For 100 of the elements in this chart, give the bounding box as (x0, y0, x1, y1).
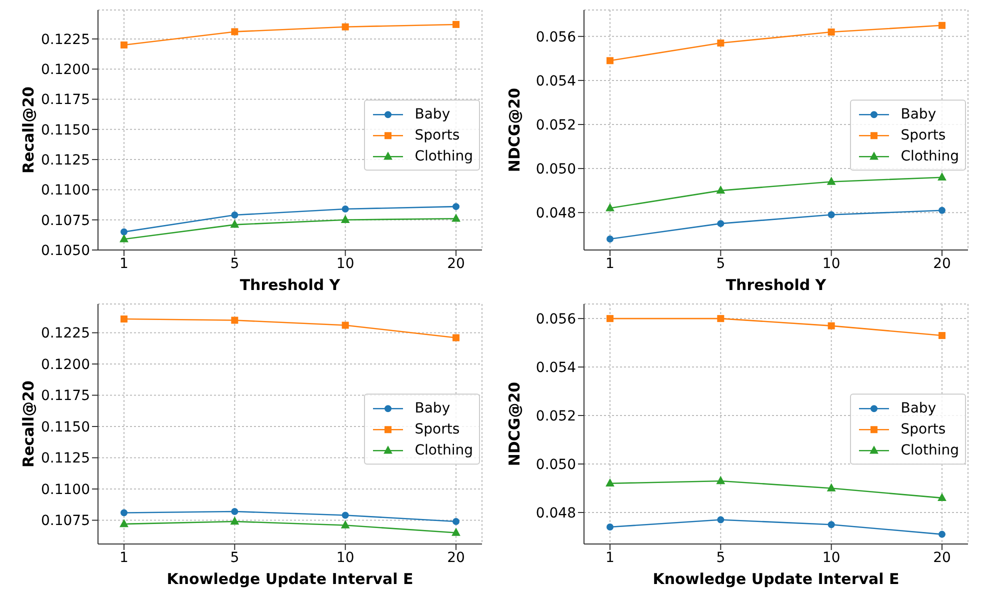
point (231, 508, 238, 515)
x-axis-title: Knowledge Update Interval E (166, 570, 414, 588)
x-tick-label: 1 (120, 256, 128, 272)
y-tick-label: 0.1100 (41, 482, 90, 498)
y-tick-label: 0.056 (536, 312, 576, 328)
y-tick-label: 0.1225 (41, 326, 90, 342)
x-tick-label: 5 (716, 550, 726, 566)
point (452, 20, 460, 28)
point (452, 518, 460, 525)
x-tick-label: 10 (822, 256, 840, 272)
legend-label: Clothing (900, 148, 959, 164)
point (342, 322, 349, 329)
point (717, 220, 724, 228)
point (606, 478, 614, 486)
y-tick-label: 0.1175 (41, 92, 90, 108)
point (230, 220, 239, 228)
point (341, 520, 350, 528)
x-tick-label: 5 (716, 256, 726, 272)
point (342, 205, 349, 212)
point (828, 322, 835, 330)
point (938, 206, 946, 214)
y-axis-title: Recall@20 (19, 86, 38, 174)
point (342, 23, 349, 30)
point (606, 57, 614, 64)
legend-label: Clothing (414, 442, 473, 458)
y-tick-label: 0.1075 (41, 212, 90, 229)
point (120, 520, 128, 528)
point (120, 234, 128, 242)
x-tick-label: 5 (230, 550, 240, 566)
point (828, 521, 835, 528)
point (938, 22, 946, 29)
x-tick-label: 10 (336, 256, 354, 272)
y-tick-label: 0.050 (536, 456, 576, 473)
y-tick-label: 0.054 (536, 360, 576, 376)
x-tick-label: 20 (447, 256, 465, 272)
point (938, 530, 946, 538)
y-tick-label: 0.1225 (41, 32, 90, 48)
y-tick-label: 0.1100 (41, 182, 90, 199)
legend-label: Clothing (414, 148, 473, 164)
point (716, 476, 725, 484)
point (717, 40, 724, 47)
y-tick-label: 0.052 (536, 408, 576, 424)
y-tick-label: 0.1150 (41, 122, 90, 138)
point (120, 509, 128, 516)
legend-label: Baby (900, 106, 936, 122)
y-tick-label: 0.056 (536, 29, 576, 46)
point (120, 228, 128, 236)
point (120, 41, 128, 48)
y-tick-label: 0.1050 (41, 242, 90, 259)
x-tick-label: 20 (447, 550, 465, 566)
legend-label: Sports (900, 421, 946, 438)
point (120, 316, 128, 322)
point (231, 28, 238, 36)
y-tick-label: 0.1075 (41, 513, 90, 530)
legend-label: Clothing (900, 442, 959, 458)
legend-label: Baby (414, 106, 450, 122)
point (452, 203, 460, 210)
y-tick-label: 0.050 (536, 162, 576, 178)
point (230, 517, 239, 525)
y-tick-label: 0.1175 (41, 388, 90, 404)
point (938, 493, 946, 502)
x-tick-label: 1 (606, 550, 614, 566)
y-tick-label: 0.054 (536, 73, 576, 90)
point (828, 211, 835, 218)
x-axis-title: Threshold Y (240, 276, 342, 294)
point (606, 315, 614, 322)
point (231, 316, 238, 324)
point (828, 28, 835, 36)
x-tick-label: 5 (230, 256, 240, 272)
x-tick-label: 10 (336, 550, 354, 566)
x-tick-label: 20 (933, 550, 951, 566)
y-axis-title: NDCG@20 (505, 382, 524, 466)
y-axis-title: NDCG@20 (505, 88, 524, 172)
legend-label: Sports (414, 421, 460, 438)
point (717, 315, 724, 322)
x-axis-title: Threshold Y (726, 276, 828, 294)
point (827, 177, 836, 185)
y-tick-label: 0.1125 (41, 450, 90, 467)
x-tick-label: 20 (933, 256, 951, 272)
y-tick-label: 0.1200 (41, 356, 90, 373)
point (606, 524, 614, 531)
point (716, 186, 725, 194)
y-tick-label: 0.1125 (41, 152, 90, 169)
x-tick-label: 1 (120, 550, 128, 566)
y-axis-title: Recall@20 (19, 380, 38, 468)
point (938, 332, 946, 340)
point (341, 215, 350, 223)
y-tick-label: 0.1150 (41, 419, 90, 436)
x-tick-label: 1 (606, 256, 614, 272)
point (452, 214, 460, 222)
x-tick-label: 10 (822, 550, 840, 566)
y-tick-label: 0.1200 (41, 62, 90, 78)
point (827, 484, 836, 492)
point (452, 528, 460, 536)
y-tick-label: 0.052 (536, 117, 576, 134)
legend-label: Sports (900, 127, 946, 144)
point (606, 235, 614, 242)
x-axis-title: Knowledge Update Interval E (652, 570, 900, 588)
point (606, 204, 614, 212)
y-tick-label: 0.048 (536, 505, 576, 522)
